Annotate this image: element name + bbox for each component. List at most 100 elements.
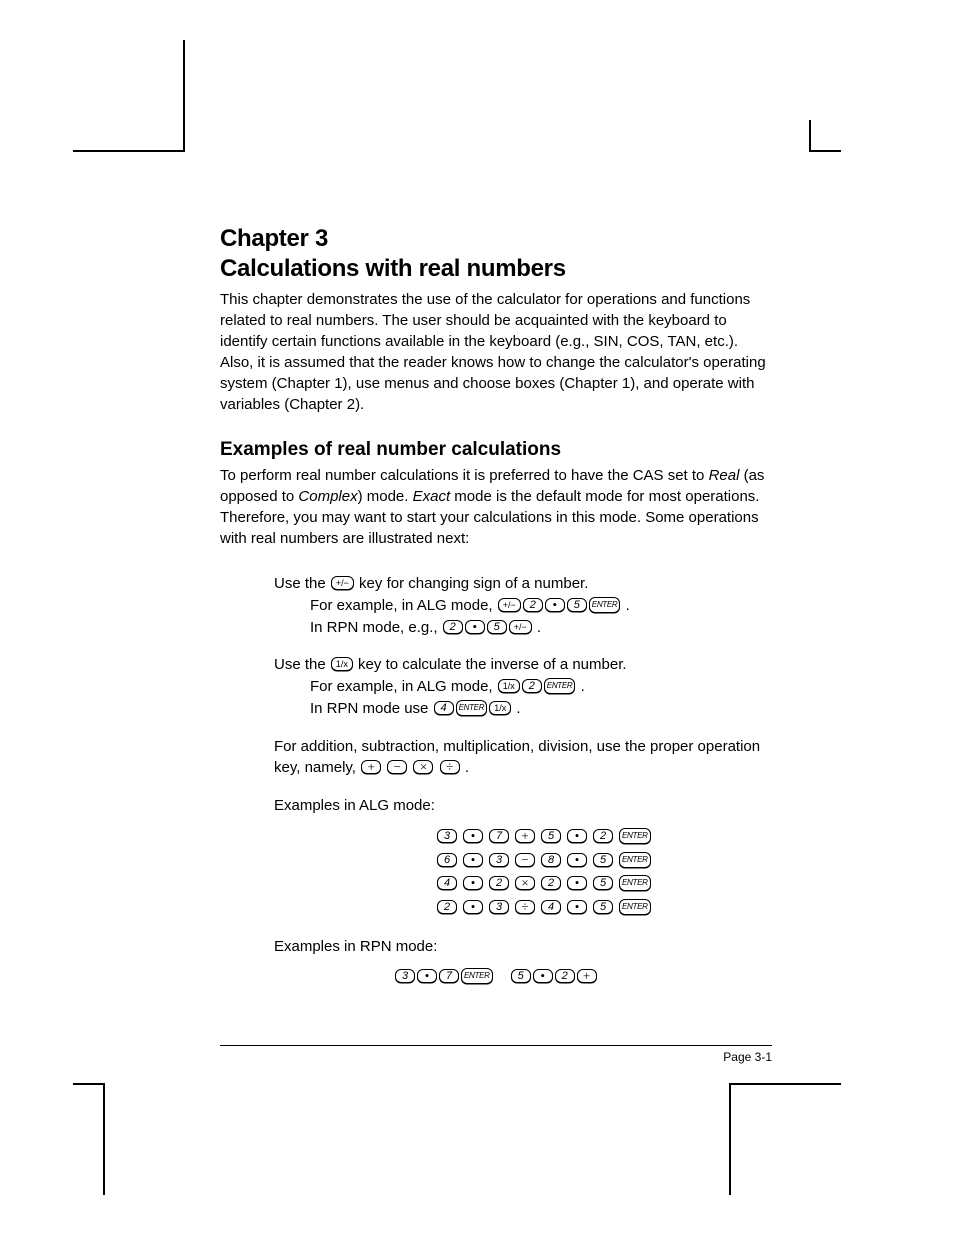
example-line: For addition, subtraction, multiplicatio…	[274, 736, 772, 780]
rpn-examples: Examples in RPN mode: 3•7ENTER5•2+	[274, 936, 772, 988]
crop-mark	[811, 150, 841, 152]
key-digit: 2	[555, 969, 575, 983]
page: Chapter 3 Calculations with real numbers…	[0, 0, 954, 1235]
key-digit: 8	[541, 853, 561, 867]
key-inverse-icon: 1/x	[489, 701, 511, 715]
alg-examples: Examples in ALG mode: 3•7+5•2ENTER6•3−8•…	[274, 795, 772, 920]
key-dot-icon: •	[463, 900, 483, 914]
crop-mark	[73, 150, 183, 152]
text: Use the	[274, 575, 330, 592]
example-line: For example, in ALG mode, +/−2•5ENTER .	[310, 595, 772, 617]
key-plus-icon: +	[361, 760, 381, 774]
key-digit: 2	[523, 598, 543, 612]
text: ) mode.	[358, 488, 413, 505]
example-arithmetic: For addition, subtraction, multiplicatio…	[274, 736, 772, 780]
key-digit: 3	[489, 900, 509, 914]
key-digit: 5	[593, 853, 613, 867]
key-enter-icon: ENTER	[544, 678, 576, 694]
table-row: 3•7+5•2ENTER	[434, 825, 654, 849]
crop-mark	[731, 1083, 841, 1085]
text: To perform real number calculations it i…	[220, 467, 709, 484]
chapter-title: Calculations with real numbers	[220, 255, 772, 283]
key-digit: 2	[437, 900, 457, 914]
content-area: Chapter 3 Calculations with real numbers…	[220, 225, 772, 1003]
key-plus-icon: +	[515, 829, 535, 843]
key-digit: 5	[593, 876, 613, 890]
example-line: Use the 1/x key to calculate the inverse…	[274, 654, 772, 676]
key-enter-icon: ENTER	[619, 852, 651, 868]
text: For example, in ALG mode,	[310, 678, 497, 695]
key-digit: 4	[434, 701, 454, 715]
text: For addition, subtraction, multiplicatio…	[274, 738, 760, 777]
key-enter-icon: ENTER	[461, 968, 493, 984]
section-heading: Examples of real number calculations	[220, 439, 772, 461]
footer-rule	[220, 1045, 772, 1046]
key-digit: 5	[593, 900, 613, 914]
example-line: In RPN mode use 4ENTER1/x .	[310, 698, 772, 720]
text: key for changing sign of a number.	[355, 575, 588, 592]
key-dot-icon: •	[567, 829, 587, 843]
intro-paragraph: This chapter demonstrates the use of the…	[220, 289, 772, 415]
key-digit: 3	[395, 969, 415, 983]
key-enter-icon: ENTER	[619, 828, 651, 844]
key-minus-icon: −	[387, 760, 407, 774]
key-dot-icon: •	[417, 969, 437, 983]
text: In RPN mode, e.g.,	[310, 619, 442, 636]
key-enter-icon: ENTER	[619, 875, 651, 891]
key-digit: 2	[593, 829, 613, 843]
crop-mark	[73, 1083, 103, 1085]
key-plus-minus-icon: +/−	[498, 598, 521, 612]
key-digit: 3	[489, 853, 509, 867]
chapter-label: Chapter 3	[220, 225, 772, 253]
key-digit: 5	[567, 598, 587, 612]
table-row: 6 • 3−8 • 5 ENTER	[434, 849, 654, 873]
rpn-key-row: 3•7ENTER5•2+	[394, 966, 772, 988]
key-enter-icon: ENTER	[619, 899, 651, 915]
key-dot-icon: •	[463, 876, 483, 890]
key-digit: 4	[541, 900, 561, 914]
key-enter-icon: ENTER	[589, 597, 621, 613]
key-digit: 6	[437, 853, 457, 867]
key-inverse-icon: 1/x	[331, 657, 353, 671]
key-digit: 2	[443, 620, 463, 634]
key-times-icon: ×	[413, 760, 433, 774]
crop-mark	[809, 120, 811, 152]
example-line: In RPN mode, e.g., 2•5+/− .	[310, 617, 772, 639]
key-digit: 4	[437, 876, 457, 890]
rpn-label: Examples in RPN mode:	[274, 936, 772, 958]
key-digit: 2	[489, 876, 509, 890]
key-digit: 2	[522, 679, 542, 693]
example-sign-change: Use the +/− key for changing sign of a n…	[274, 573, 772, 638]
key-plus-icon: +	[577, 969, 597, 983]
key-digit: 7	[439, 969, 459, 983]
key-dot-icon: •	[463, 829, 483, 843]
key-digit: 5	[541, 829, 561, 843]
alg-label: Examples in ALG mode:	[274, 795, 772, 817]
example-inverse: Use the 1/x key to calculate the inverse…	[274, 654, 772, 719]
page-number: Page 3-1	[220, 1050, 772, 1064]
key-enter-icon: ENTER	[456, 700, 488, 716]
crop-mark	[183, 40, 185, 152]
text-italic: Complex	[298, 488, 357, 505]
key-digit: 7	[489, 829, 509, 843]
key-dot-icon: •	[567, 876, 587, 890]
key-divide-icon: ÷	[440, 760, 460, 774]
key-digit: 5	[487, 620, 507, 634]
key-dot-icon: •	[567, 853, 587, 867]
example-line: Use the +/− key for changing sign of a n…	[274, 573, 772, 595]
alg-key-table: 3•7+5•2ENTER6•3−8•5ENTER4•2×2•5ENTER2•3÷…	[434, 825, 654, 920]
section-paragraph: To perform real number calculations it i…	[220, 465, 772, 549]
key-plus-minus-icon: +/−	[509, 620, 532, 634]
key-dot-icon: •	[463, 853, 483, 867]
text: For example, in ALG mode,	[310, 597, 497, 614]
text: key to calculate the inverse of a number…	[354, 656, 627, 673]
key-inverse-icon: 1/x	[498, 679, 520, 693]
key-dot-icon: •	[545, 598, 565, 612]
key-dot-icon: •	[567, 900, 587, 914]
key-dot-icon: •	[533, 969, 553, 983]
example-line: For example, in ALG mode, 1/x2ENTER .	[310, 676, 772, 698]
key-digit: 2	[541, 876, 561, 890]
key-minus-icon: −	[515, 853, 535, 867]
text-italic: Exact	[413, 488, 451, 505]
key-divide-icon: ÷	[515, 900, 535, 914]
